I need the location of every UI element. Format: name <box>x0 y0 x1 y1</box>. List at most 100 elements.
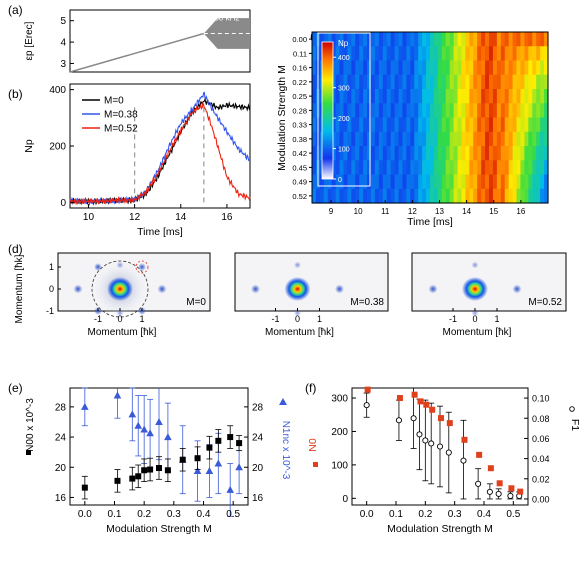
heatmap-cell <box>394 32 400 47</box>
heatmap-cell <box>374 174 380 190</box>
heatmap-cell <box>492 103 498 119</box>
heatmap-cell <box>489 46 494 62</box>
heatmap-cell <box>512 117 518 133</box>
heatmap-cell <box>528 60 533 76</box>
heatmap-cell <box>312 188 317 204</box>
heatmap-cell <box>390 131 396 147</box>
panel-d-xtick-label: 0 <box>472 314 477 324</box>
heatmap-cell <box>359 174 364 190</box>
panel-f-f1-point <box>428 440 435 447</box>
panel-f-f1-point <box>445 449 452 456</box>
heatmap-cell <box>441 117 447 133</box>
heatmap-cell <box>500 188 506 204</box>
heatmap-cell <box>433 74 439 90</box>
heatmap-cell <box>473 188 478 204</box>
heatmap-cell <box>516 74 522 90</box>
panel-f-ylabel-right-marker <box>569 406 575 412</box>
panel-f-ytick-right-label: 0.00 <box>532 494 550 504</box>
heatmap-cell <box>422 32 427 47</box>
panel-b-legend-label: M=0 <box>104 96 124 107</box>
heatmap-cell <box>516 160 522 176</box>
heatmap-cell <box>524 32 529 47</box>
heatmap-cell <box>485 174 490 190</box>
heatmap-cell <box>508 160 514 176</box>
heatmap-cell <box>422 103 427 119</box>
heatmap-cell <box>449 131 455 147</box>
panel-d-ylabel: Momentum [ħk] <box>14 254 25 323</box>
heatmap-cell <box>347 117 352 133</box>
panel-c-xtick-label: 16 <box>516 207 525 216</box>
panel-f-frame <box>351 387 529 506</box>
heatmap-cell <box>402 60 407 76</box>
heatmap-cell <box>386 146 392 161</box>
heatmap-cell <box>422 46 427 62</box>
panel-f-ylabel-left-marker <box>313 462 318 467</box>
panel-c-ytick-label: 0.22 <box>292 78 307 87</box>
heatmap-cell <box>496 174 502 190</box>
heatmap-cell <box>398 32 404 47</box>
heatmap-cell <box>524 117 529 133</box>
heatmap-cell <box>367 160 372 176</box>
heatmap-cell <box>457 131 463 147</box>
heatmap-cell <box>374 74 380 90</box>
heatmap-cell <box>414 74 419 90</box>
heatmap-cell <box>461 117 466 133</box>
heatmap-cell <box>457 103 463 119</box>
heatmap-cell <box>371 89 376 104</box>
heatmap-cell <box>469 174 474 190</box>
heatmap-cell <box>402 131 407 147</box>
heatmap-cell <box>374 188 380 204</box>
panel-d-diagonal-peak <box>138 263 146 271</box>
heatmap-cell <box>437 117 443 133</box>
heatmap-cell <box>339 174 345 190</box>
heatmap-cell <box>378 188 384 204</box>
heatmap-cell <box>465 32 470 47</box>
heatmap-cell <box>532 60 537 76</box>
heatmap-cell <box>433 131 439 147</box>
panel-d-xlabel: Momentum [ħk] <box>443 327 512 338</box>
heatmap-cell <box>504 60 510 76</box>
panel-f-n0-point <box>517 488 524 495</box>
heatmap-cell <box>398 117 404 133</box>
heatmap-cell <box>323 188 329 204</box>
panel-f-xtick-label: 0.4 <box>477 509 491 520</box>
heatmap-cell <box>481 160 486 176</box>
panel-f-f1-point <box>460 457 467 464</box>
heatmap-cell <box>327 174 333 190</box>
heatmap-cell <box>414 32 419 47</box>
heatmap-cell <box>516 146 522 161</box>
heatmap-cell <box>426 188 431 204</box>
heatmap-cell <box>461 60 466 76</box>
panel-e-ytick-right-label: 24 <box>252 433 264 444</box>
heatmap-cell <box>504 74 510 90</box>
heatmap-cell <box>449 74 455 90</box>
panel-f-ytick-right-label: 0.02 <box>532 474 550 484</box>
heatmap-cell <box>445 46 451 62</box>
heatmap-cell <box>359 32 364 47</box>
heatmap-cell <box>394 46 400 62</box>
heatmap-cell <box>516 131 522 147</box>
heatmap-cell <box>414 131 419 147</box>
panel-c-xtick-label: 14 <box>462 207 471 216</box>
panel-c-xlabel: Time [ms] <box>407 216 453 228</box>
panel-e-n00-point <box>236 440 243 447</box>
heatmap-cell <box>355 174 360 190</box>
heatmap-cell <box>374 131 380 147</box>
heatmap-cell <box>402 32 407 47</box>
heatmap-cell <box>378 160 384 176</box>
heatmap-cell <box>473 131 478 147</box>
panel-e-ylabel-left: N00 x 10^-3 <box>25 398 36 452</box>
heatmap-cell <box>500 103 506 119</box>
heatmap-cell <box>430 160 435 176</box>
heatmap-cell <box>520 131 525 147</box>
panel-label-d: (d) <box>8 242 23 256</box>
heatmap-cell <box>445 89 451 104</box>
heatmap-cell <box>481 146 486 161</box>
panel-e-n1nc-point <box>193 467 202 475</box>
heatmap-cell <box>335 60 341 76</box>
heatmap-cell <box>433 103 439 119</box>
heatmap-cell <box>339 74 345 90</box>
heatmap-cell <box>481 131 486 147</box>
heatmap-cell <box>418 188 423 204</box>
heatmap-cell <box>339 60 345 76</box>
